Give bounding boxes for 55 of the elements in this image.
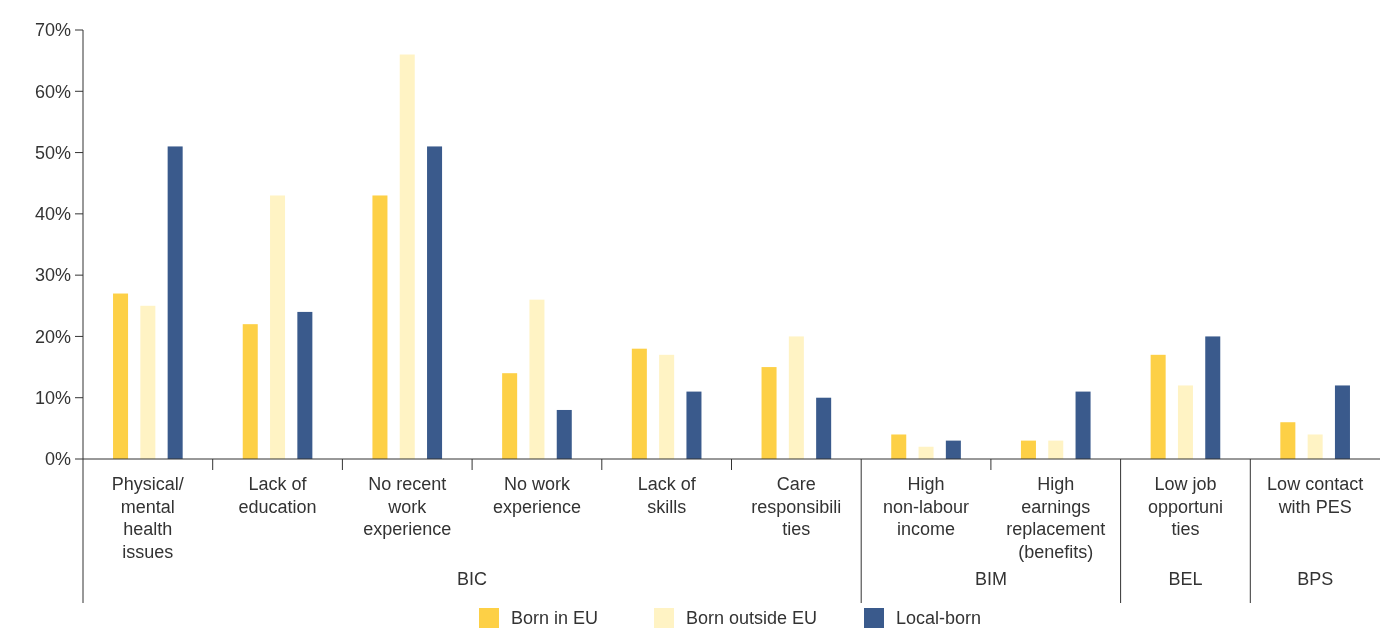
y-tick-label: 50% <box>34 142 71 163</box>
bar <box>686 391 702 459</box>
text: BIM <box>974 569 1007 589</box>
bar <box>1177 385 1193 459</box>
bar <box>297 311 313 459</box>
bar <box>140 305 156 459</box>
x-tick-label: Low job opportuni ties <box>1147 474 1223 539</box>
bar <box>1020 440 1036 459</box>
y-tick-label: 60% <box>34 81 71 102</box>
bar <box>945 440 961 459</box>
bar <box>399 54 415 459</box>
y-tick-label: 40% <box>34 204 71 225</box>
bar <box>891 434 907 459</box>
bar <box>113 293 129 459</box>
bar <box>631 348 647 459</box>
bar <box>502 373 518 459</box>
y-tick-label: 20% <box>34 326 71 347</box>
bar <box>270 195 286 459</box>
bar <box>372 195 388 459</box>
legend-label: Born in EU <box>511 608 599 629</box>
text: BIC <box>457 569 488 589</box>
bar <box>556 409 572 459</box>
x-tick-label: High earnings replacement (benefits) <box>1006 474 1106 562</box>
x-tick-label: Care responsibili ties <box>751 474 842 539</box>
x-tick-label: No work experience <box>492 474 581 517</box>
bar <box>918 446 934 459</box>
bar <box>1307 434 1323 459</box>
text: BPS <box>1297 569 1334 589</box>
x-tick-label: High non-labour income <box>883 474 970 539</box>
bar <box>167 146 183 459</box>
bar <box>816 397 832 459</box>
x-tick-label: Lack of skills <box>637 474 697 517</box>
bar <box>1150 354 1166 459</box>
bar <box>659 354 675 459</box>
x-tick-label: Physical/ mental health issues <box>111 474 184 562</box>
bar <box>1280 422 1296 459</box>
bar <box>1334 385 1350 459</box>
y-tick-label: 30% <box>34 265 71 286</box>
bar <box>242 324 258 459</box>
x-tick-label: Lack of education <box>238 474 317 517</box>
legend-label: Local-born <box>896 608 982 629</box>
x-tick-label: No recent work experience <box>363 474 452 539</box>
bar <box>427 146 443 459</box>
y-tick-label: 70% <box>34 20 71 41</box>
bar <box>788 336 804 459</box>
bar <box>761 367 777 459</box>
legend-label: Born outside EU <box>686 608 818 629</box>
bar <box>529 299 545 459</box>
text: BEL <box>1168 569 1203 589</box>
y-tick-label: 0% <box>44 449 71 470</box>
x-tick-label: Low contact with PES <box>1267 474 1364 517</box>
bar <box>1048 440 1064 459</box>
bar <box>1075 391 1091 459</box>
bar <box>1205 336 1221 459</box>
y-tick-label: 10% <box>34 388 71 409</box>
